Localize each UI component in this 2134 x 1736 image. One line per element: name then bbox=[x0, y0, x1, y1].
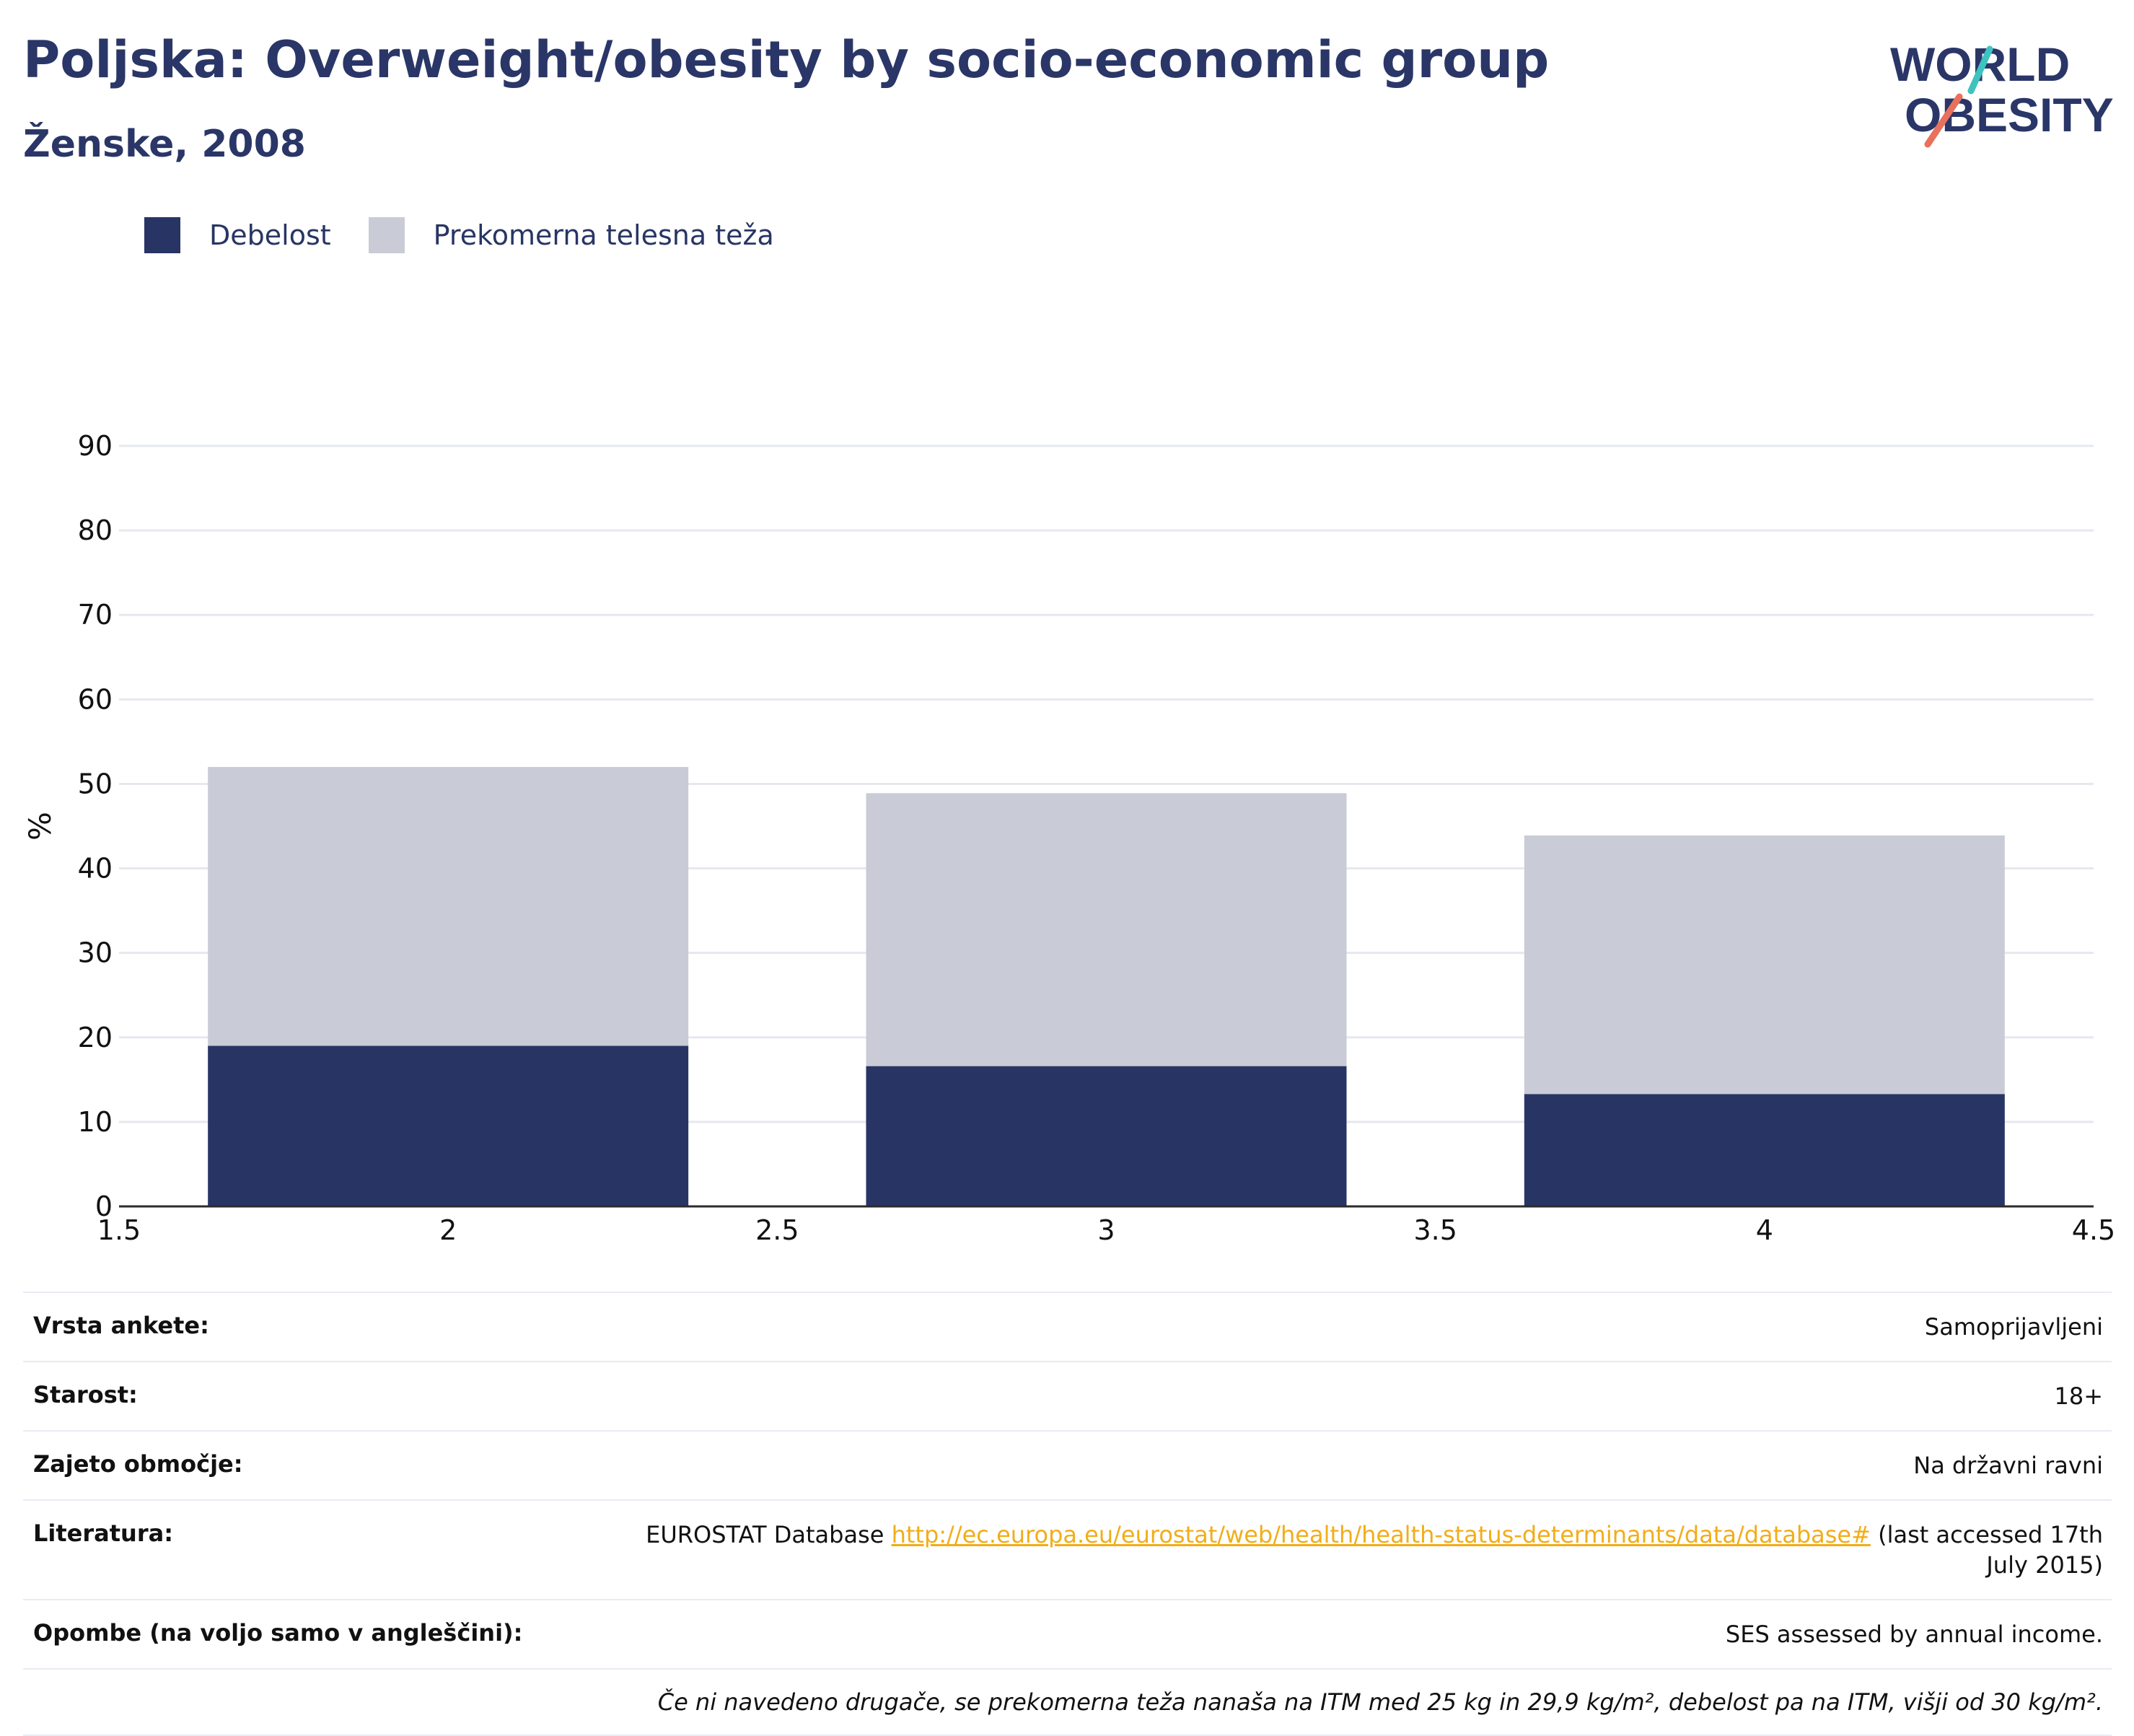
y-tick-label: 70 bbox=[78, 599, 113, 631]
meta-row-literature: Literatura: EUROSTAT Database http://ec.… bbox=[23, 1499, 2112, 1599]
bar-prekomerna-2 bbox=[208, 767, 689, 1046]
x-tick-label: 2.5 bbox=[755, 1214, 799, 1246]
meta-value: Samoprijavljeni bbox=[1924, 1313, 2103, 1341]
x-tick-label: 1.5 bbox=[97, 1214, 141, 1246]
literature-value: EUROSTAT Database http://ec.europa.eu/eu… bbox=[631, 1520, 2103, 1580]
bar-debelost-4 bbox=[1524, 1094, 2005, 1206]
x-tick-label: 4.5 bbox=[2072, 1214, 2115, 1246]
bar-prekomerna-4 bbox=[1524, 835, 2005, 1095]
logo-slash-teal bbox=[1967, 45, 1993, 95]
y-tick-label: 20 bbox=[78, 1022, 113, 1053]
x-tick-label: 3 bbox=[1097, 1214, 1115, 1246]
legend-item-prekomerna[interactable]: Prekomerna telesna teža bbox=[368, 217, 774, 253]
bar-debelost-3 bbox=[866, 1066, 1347, 1206]
bar-chart: 0 10 20 30 40 50 60 70 80 90 1.5 2 2.5 3 3.5 4 4.5% bbox=[22, 430, 2115, 1246]
bar-prekomerna-3 bbox=[866, 793, 1347, 1066]
meta-label: Zajeto območje: bbox=[33, 1450, 243, 1478]
meta-label: Literatura: bbox=[33, 1520, 173, 1547]
chart-subtitle: Ženske, 2008 bbox=[23, 123, 306, 166]
y-tick-label: 50 bbox=[78, 768, 113, 799]
y-tick-label: 40 bbox=[78, 853, 113, 885]
literature-prefix: EUROSTAT Database bbox=[646, 1521, 892, 1548]
meta-label: Opombe (na voljo samo v angleščini): bbox=[33, 1619, 523, 1647]
bar-debelost-2 bbox=[208, 1045, 689, 1206]
meta-value: SES assessed by annual income. bbox=[1725, 1621, 2103, 1648]
legend-label-debelost: Debelost bbox=[209, 219, 331, 251]
meta-row-notes: Opombe (na voljo samo v angleščini): SES… bbox=[23, 1599, 2112, 1668]
literature-link[interactable]: http://ec.europa.eu/eurostat/web/health/… bbox=[891, 1521, 1871, 1548]
legend-swatch-debelost bbox=[144, 217, 180, 253]
y-tick-label: 60 bbox=[78, 683, 113, 715]
y-tick-label: 80 bbox=[78, 514, 113, 546]
chart-legend: Debelost Prekomerna telesna teža bbox=[144, 214, 812, 257]
footnote-text: Če ni navedeno drugače, se prekomerna te… bbox=[657, 1688, 2103, 1716]
x-tick-label: 4 bbox=[1756, 1214, 1773, 1246]
y-tick-label: 0 bbox=[95, 1191, 113, 1222]
logo-slash-coral bbox=[1924, 93, 1963, 148]
y-axis-title: % bbox=[22, 812, 58, 841]
y-tick-label: 30 bbox=[78, 937, 113, 969]
meta-row-survey-type: Vrsta ankete: Samoprijavljeni bbox=[23, 1292, 2112, 1361]
x-tick-label: 2 bbox=[439, 1214, 457, 1246]
legend-label-prekomerna: Prekomerna telesna teža bbox=[433, 219, 774, 251]
meta-value: 18+ bbox=[2054, 1382, 2103, 1410]
legend-swatch-prekomerna bbox=[368, 217, 405, 253]
meta-row-coverage: Zajeto območje: Na državni ravni bbox=[23, 1430, 2112, 1499]
legend-item-debelost[interactable]: Debelost bbox=[144, 217, 331, 253]
meta-value: Na državni ravni bbox=[1913, 1452, 2103, 1479]
y-tick-label: 90 bbox=[78, 430, 113, 462]
metadata-table: Vrsta ankete: Samoprijavljeni Starost: 1… bbox=[23, 1292, 2112, 1736]
meta-row-age: Starost: 18+ bbox=[23, 1361, 2112, 1430]
meta-label: Starost: bbox=[33, 1381, 138, 1408]
meta-label: Vrsta ankete: bbox=[33, 1312, 209, 1339]
literature-suffix: (last accessed 17th July 2015) bbox=[1870, 1521, 2103, 1579]
y-tick-label: 10 bbox=[78, 1106, 113, 1138]
chart-title: Poljska: Overweight/obesity by socio-eco… bbox=[23, 30, 1550, 89]
x-tick-label: 3.5 bbox=[1413, 1214, 1457, 1246]
world-obesity-logo: WORLD OBESITY bbox=[1890, 38, 2114, 148]
meta-row-footnote: Če ni navedeno drugače, se prekomerna te… bbox=[23, 1668, 2112, 1736]
